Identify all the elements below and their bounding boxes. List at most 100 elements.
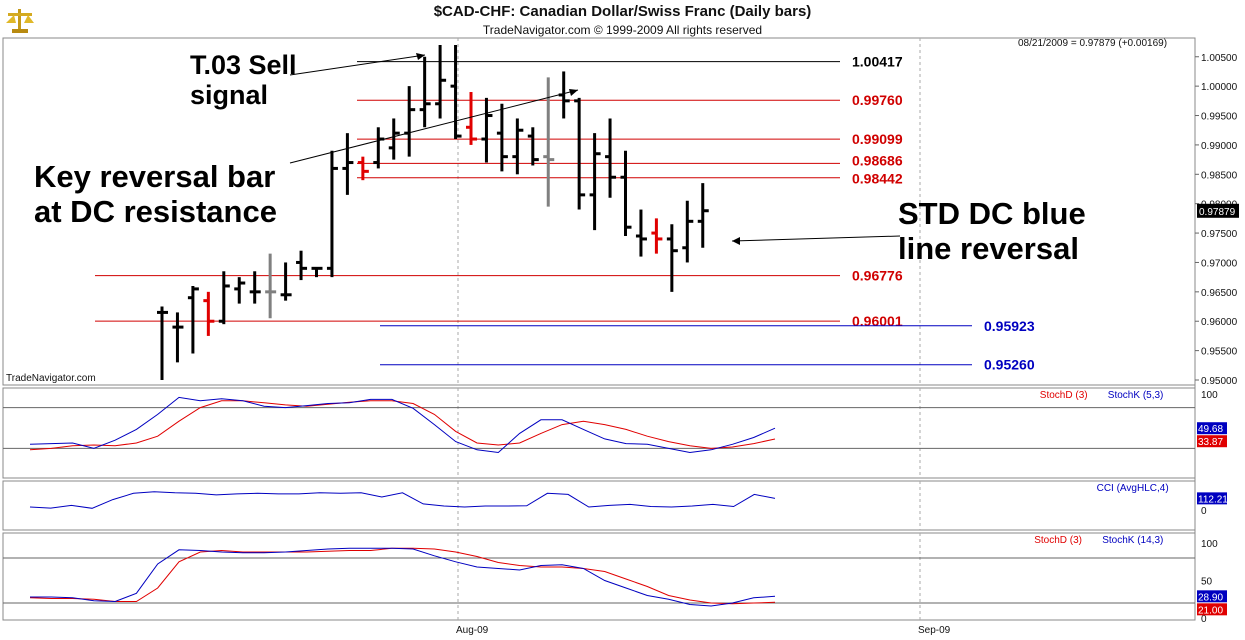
value-tag-label: 49.68 bbox=[1198, 424, 1223, 435]
y-tick-label: 50 bbox=[1201, 577, 1213, 588]
ohlc-bar bbox=[172, 312, 184, 363]
ohlc-bar bbox=[481, 97, 493, 163]
level-label: 0.96776 bbox=[852, 268, 903, 284]
y-tick-label: 0.97500 bbox=[1201, 229, 1238, 240]
level-label: 0.96001 bbox=[852, 313, 903, 329]
ohlc-bar bbox=[388, 118, 400, 160]
ohlc-bar bbox=[466, 92, 477, 145]
x-tick-label: Sep-09 bbox=[918, 625, 951, 636]
indicator-series-line bbox=[29, 547, 776, 605]
reversal-arrow bbox=[289, 89, 579, 164]
pane-frame bbox=[2, 532, 1196, 621]
level-label: 0.98686 bbox=[852, 152, 903, 168]
ohlc-bar bbox=[249, 271, 261, 304]
level-label: 0.99099 bbox=[852, 131, 903, 147]
y-tick-label: 100 bbox=[1201, 390, 1218, 401]
value-tag-label: 28.90 bbox=[1198, 592, 1223, 603]
last-price-label: 0.97879 bbox=[1199, 207, 1236, 218]
ohlc-bar bbox=[187, 285, 199, 354]
ohlc-bar bbox=[311, 266, 323, 278]
ohlc-bar bbox=[419, 56, 431, 128]
ohlc-bar bbox=[527, 127, 539, 166]
x-tick-label: Aug-09 bbox=[456, 625, 489, 636]
arrowhead bbox=[732, 237, 740, 245]
sell-signal-annotation: T.03 Sell signal bbox=[190, 50, 297, 111]
ohlc-bar bbox=[543, 77, 555, 207]
ohlc-bar bbox=[620, 150, 632, 237]
watermark-text: TradeNavigator.com bbox=[6, 373, 96, 384]
indicator-series-line bbox=[29, 491, 776, 509]
y-tick-label: 0 bbox=[1201, 614, 1207, 625]
last-price-tag bbox=[1197, 203, 1239, 218]
y-tick-label: 100 bbox=[1201, 539, 1218, 550]
quote-readout: 08/21/2009 = 0.97879 (+0.00169) bbox=[1018, 38, 1168, 49]
chart-title: $CAD-CHF: Canadian Dollar/Swiss Franc (D… bbox=[433, 3, 812, 20]
ohlc-bar bbox=[697, 183, 709, 248]
std-dc-arrow bbox=[731, 235, 901, 242]
ohlc-bar bbox=[574, 97, 586, 210]
arrowhead bbox=[416, 53, 425, 60]
ohlc-bar bbox=[651, 218, 663, 254]
value-tag bbox=[1197, 492, 1227, 505]
value-tag bbox=[1197, 603, 1227, 616]
arrowhead bbox=[569, 89, 578, 96]
level-label: 0.95923 bbox=[984, 318, 1035, 334]
value-tag bbox=[1197, 590, 1227, 603]
ohlc-bar bbox=[157, 306, 168, 380]
ohlc-bar bbox=[635, 209, 647, 257]
sell-arrow bbox=[289, 54, 426, 76]
ohlc-bar bbox=[296, 250, 308, 281]
indicator-series-line bbox=[29, 396, 776, 454]
ohlc-bar bbox=[450, 45, 462, 140]
indicator-title: StochD (3) bbox=[1040, 390, 1088, 401]
indicator-title: StochK (5,3) bbox=[1108, 390, 1164, 401]
indicator-series-line bbox=[30, 547, 776, 607]
scale-logo-icon bbox=[6, 9, 34, 33]
ohlc-bar bbox=[373, 127, 385, 169]
ohlc-bar bbox=[342, 133, 354, 195]
value-tag-label: 112.21 bbox=[1198, 494, 1228, 505]
indicator-title: StochD (3) bbox=[1034, 535, 1082, 546]
pane-frame bbox=[2, 387, 1196, 479]
value-tag bbox=[1197, 435, 1227, 448]
ohlc-bar bbox=[265, 253, 277, 319]
y-tick-label: 0.99000 bbox=[1201, 141, 1238, 152]
ohlc-bar bbox=[280, 262, 292, 301]
level-label: 0.99760 bbox=[852, 92, 903, 108]
indicator-title: StochK (14,3) bbox=[1102, 535, 1163, 546]
ohlc-bar bbox=[357, 156, 369, 181]
indicator-title: CCI (AvgHLC,4) bbox=[1097, 483, 1169, 494]
y-tick-label: 0.96500 bbox=[1201, 288, 1238, 299]
level-label: 1.00417 bbox=[852, 54, 903, 70]
copyright-text: TradeNavigator.com © 1999-2009 All right… bbox=[482, 23, 763, 37]
ohlc-bar bbox=[682, 200, 694, 263]
value-tag-label: 33.87 bbox=[1198, 437, 1223, 448]
ohlc-bar bbox=[435, 45, 447, 119]
y-tick-label: 0.98500 bbox=[1201, 170, 1238, 181]
ohlc-bar bbox=[218, 271, 230, 325]
level-label: 0.95260 bbox=[984, 357, 1035, 373]
ohlc-bar bbox=[605, 118, 617, 198]
y-tick-label: 0.99500 bbox=[1201, 112, 1238, 123]
ohlc-bar bbox=[666, 224, 678, 292]
ohlc-bar bbox=[203, 291, 215, 336]
ohlc-bar bbox=[496, 103, 508, 172]
ohlc-bar bbox=[512, 118, 524, 175]
y-tick-label: 0.95000 bbox=[1201, 376, 1238, 387]
ohlc-bar bbox=[589, 133, 601, 231]
y-tick-label: 1.00000 bbox=[1201, 82, 1238, 93]
y-tick-label: 0.95500 bbox=[1201, 347, 1238, 358]
ohlc-bar bbox=[234, 277, 246, 304]
y-tick-label: 0.97000 bbox=[1201, 258, 1238, 269]
y-tick-label: 0.96000 bbox=[1201, 317, 1238, 328]
y-tick-label: 1.00500 bbox=[1201, 53, 1238, 64]
value-tag-label: 21.00 bbox=[1198, 605, 1223, 616]
std-dc-annotation: STD DC blue line reversal bbox=[898, 196, 1086, 266]
ohlc-bar bbox=[404, 86, 416, 157]
ohlc-bar bbox=[326, 150, 338, 278]
indicator-series-line bbox=[29, 400, 776, 451]
key-reversal-annotation: Key reversal bar at DC resistance bbox=[34, 159, 277, 229]
y-tick-label: 0 bbox=[1201, 506, 1207, 517]
level-label: 0.98442 bbox=[852, 171, 903, 187]
